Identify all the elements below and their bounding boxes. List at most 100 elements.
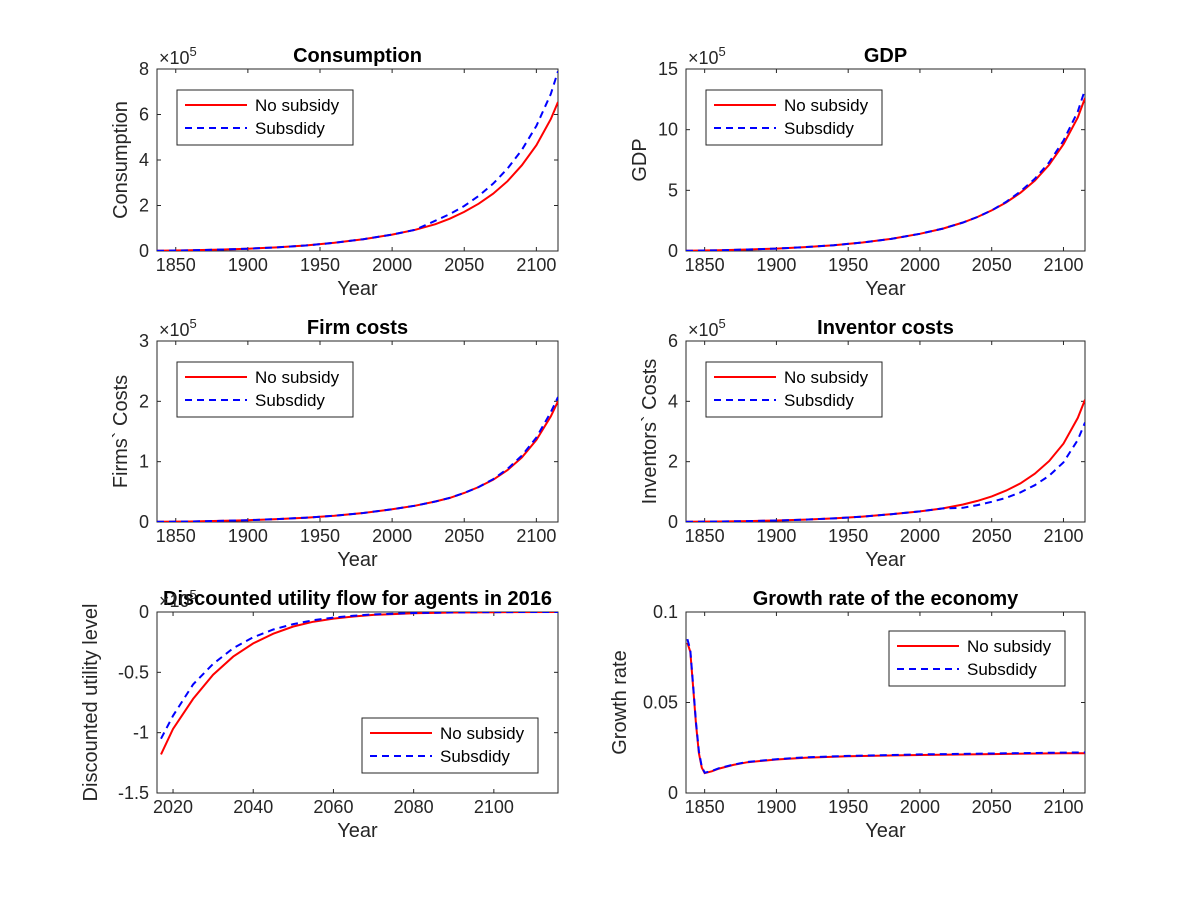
legend-label: Subsdidy	[255, 391, 325, 410]
x-tick-label: 1900	[756, 255, 796, 275]
y-tick-label: -1	[133, 723, 149, 743]
axis-multiplier-exponent: 5	[190, 587, 197, 602]
legend-label: No subsidy	[255, 368, 340, 387]
chart-title: Consumption	[293, 45, 422, 67]
y-tick-label: 4	[668, 391, 678, 411]
chart-panel-6: 1850 1900 1950 2000 2050 2100 0 0.05 0.1 Growth r…	[609, 588, 1086, 842]
x-axis-label: Year	[337, 820, 378, 842]
x-tick-label: 2060	[313, 797, 353, 817]
x-tick-label: 1850	[685, 797, 725, 817]
axis-multiplier: ×105	[688, 316, 726, 340]
y-tick-label: 3	[139, 331, 149, 351]
chart-title: Firm costs	[307, 317, 408, 339]
x-axis-label: Year	[865, 278, 906, 300]
x-axis-label: Year	[337, 549, 378, 571]
x-tick-label: 2100	[474, 797, 514, 817]
x-tick-label: 1950	[300, 255, 340, 275]
y-tick-label: 0	[668, 783, 678, 803]
y-tick-label: -1.5	[118, 783, 149, 803]
legend: No subsidy Subsdidy	[705, 89, 883, 146]
axis-multiplier: ×105	[159, 587, 197, 611]
chart-title: Growth rate of the economy	[753, 588, 1019, 610]
y-tick-label: 2	[139, 391, 149, 411]
axis-multiplier-base: ×10	[159, 48, 190, 68]
axis-multiplier-base: ×10	[159, 591, 190, 611]
y-tick-label: 0.1	[653, 602, 678, 622]
series-line-no-subsidy	[157, 101, 558, 251]
y-tick-label: 0	[668, 241, 678, 261]
legend-label: Subsdidy	[255, 119, 325, 138]
series-line-no-subsidy	[160, 612, 558, 755]
x-tick-label: 2100	[1043, 797, 1083, 817]
x-tick-label: 2050	[444, 526, 484, 546]
x-axis-label: Year	[865, 549, 906, 571]
legend-label: No subsidy	[784, 368, 869, 387]
x-tick-label: 2020	[153, 797, 193, 817]
series-lines	[686, 89, 1085, 251]
legend-box	[176, 361, 354, 418]
axis-multiplier-exponent: 5	[190, 44, 197, 59]
legend-label: Subsdidy	[784, 119, 854, 138]
x-tick-label: 1900	[756, 526, 796, 546]
x-tick-label: 2000	[900, 255, 940, 275]
series-line-subsidy	[157, 70, 558, 251]
legend-box	[888, 630, 1066, 687]
y-tick-label: 4	[139, 150, 149, 170]
x-tick-label: 1850	[685, 526, 725, 546]
y-tick-label: 0	[139, 602, 149, 622]
legend: No subsidy Subsdidy	[361, 717, 539, 774]
legend-box	[705, 361, 883, 418]
axis-multiplier: ×105	[688, 44, 726, 68]
x-axis-label: Year	[337, 278, 378, 300]
series-line-subsidy	[160, 612, 558, 740]
x-tick-label: 2100	[516, 526, 556, 546]
axis-multiplier-base: ×10	[688, 48, 719, 68]
x-tick-label: 1950	[828, 797, 868, 817]
y-tick-label: 6	[139, 105, 149, 125]
x-tick-label: 2000	[372, 526, 412, 546]
x-tick-label: 2000	[900, 797, 940, 817]
chart-panel-1: 1850 1900 1950 2000 2050 2100 0 2 4 6 8 Consumption…	[110, 44, 559, 300]
y-tick-label: 6	[668, 331, 678, 351]
x-tick-label: 2100	[516, 255, 556, 275]
chart-panel-3: 1850 1900 1950 2000 2050 2100 0 1 2 3 Firm costs Ye…	[110, 316, 559, 571]
legend-label: No subsidy	[440, 724, 525, 743]
legend-label: No subsidy	[784, 96, 869, 115]
legend-box	[176, 89, 354, 146]
x-tick-label: 2000	[900, 526, 940, 546]
legend: No subsidy Subsdidy	[705, 361, 883, 418]
x-tick-label: 1900	[756, 797, 796, 817]
axis-multiplier-exponent: 5	[719, 316, 726, 331]
y-tick-label: 5	[668, 180, 678, 200]
y-tick-label: 0	[668, 512, 678, 532]
y-tick-label: 1	[139, 452, 149, 472]
y-axis-label: GDP	[629, 138, 651, 181]
axis-multiplier: ×105	[159, 316, 197, 340]
axis-multiplier-exponent: 5	[719, 44, 726, 59]
x-tick-label: 1950	[828, 526, 868, 546]
legend: No subsidy Subsdidy	[888, 630, 1066, 687]
x-tick-label: 2040	[233, 797, 273, 817]
x-tick-label: 2050	[972, 526, 1012, 546]
x-tick-label: 1850	[156, 255, 196, 275]
y-tick-label: 15	[658, 59, 678, 79]
y-axis-label: Discounted utility level	[80, 604, 102, 802]
y-tick-label: 0	[139, 512, 149, 532]
x-tick-label: 1900	[228, 255, 268, 275]
chart-title: Discounted utility flow for agents in 20…	[163, 588, 552, 610]
y-axis-label: Inventors` Costs	[639, 359, 661, 505]
legend-box	[705, 89, 883, 146]
x-tick-label: 1900	[228, 526, 268, 546]
series-line-no-subsidy	[686, 399, 1085, 522]
series-line-subsidy	[686, 89, 1085, 251]
legend-box	[361, 717, 539, 774]
series-lines	[686, 638, 1085, 775]
legend: No subsidy Subsdidy	[176, 361, 354, 418]
x-tick-label: 1950	[828, 255, 868, 275]
x-tick-label: 2050	[972, 255, 1012, 275]
chart-panel-5: 2020 2040 2060 2080 2100 -1.5 -1 -0.5 0 Discounte…	[80, 587, 559, 842]
legend-label: No subsidy	[255, 96, 340, 115]
series-lines	[157, 396, 558, 522]
y-tick-label: 8	[139, 59, 149, 79]
